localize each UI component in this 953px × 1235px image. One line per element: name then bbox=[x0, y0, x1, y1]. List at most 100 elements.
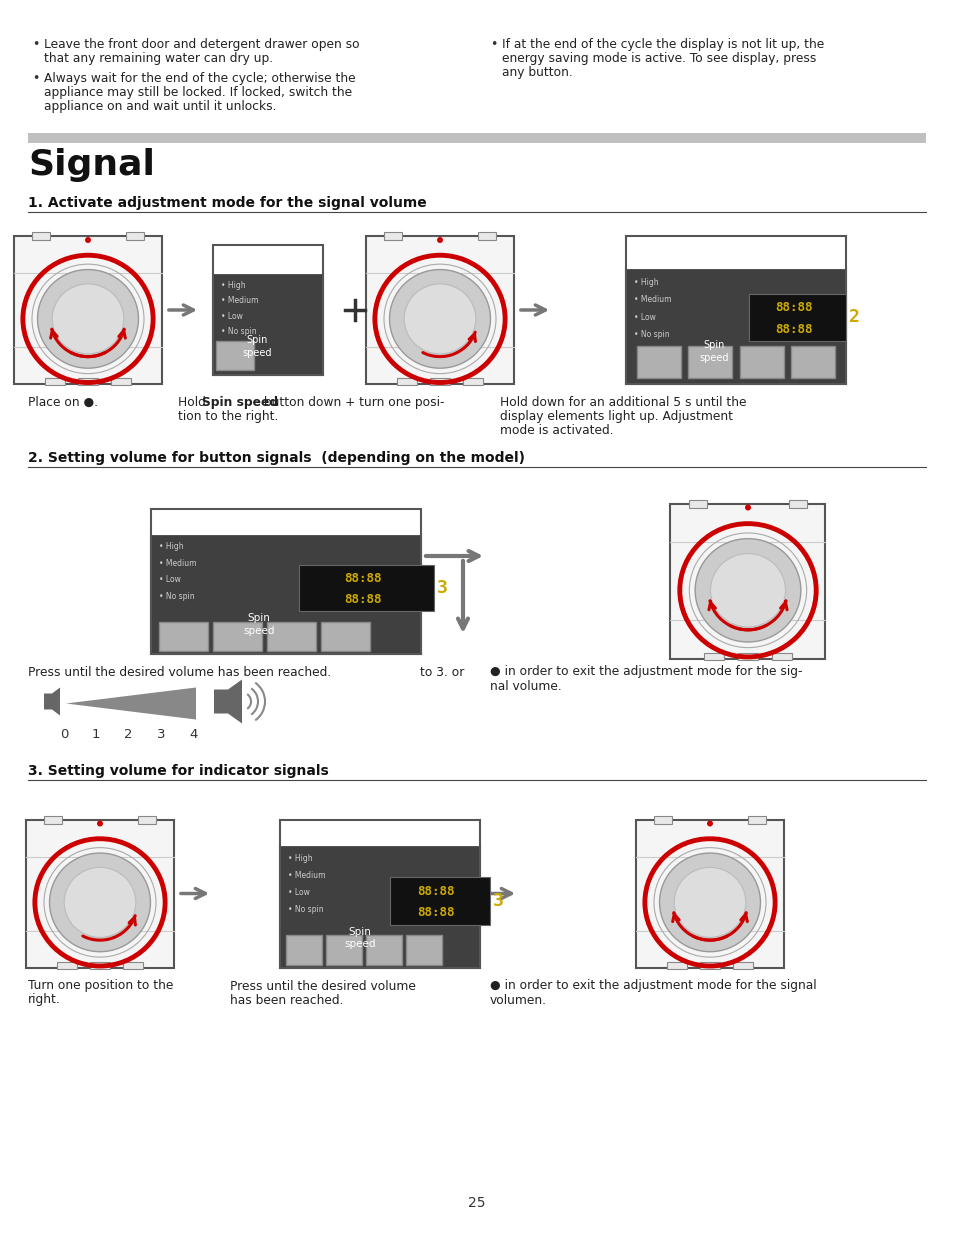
Text: • High: • High bbox=[288, 853, 313, 863]
Bar bbox=[703, 652, 723, 659]
Text: Hold: Hold bbox=[178, 396, 210, 409]
Text: Spin
speed: Spin speed bbox=[699, 340, 728, 363]
Ellipse shape bbox=[64, 867, 135, 937]
Text: 88:88: 88:88 bbox=[344, 573, 381, 585]
Bar bbox=[366, 236, 514, 384]
Bar bbox=[790, 346, 834, 378]
Text: Signal: Signal bbox=[28, 148, 154, 182]
Bar bbox=[738, 652, 758, 659]
Bar bbox=[740, 346, 783, 378]
Text: mode is activated.: mode is activated. bbox=[499, 424, 613, 437]
Text: Spin
speed: Spin speed bbox=[242, 335, 272, 358]
Bar bbox=[90, 962, 110, 968]
Text: • Medium: • Medium bbox=[159, 558, 196, 568]
Bar bbox=[477, 232, 496, 240]
Bar bbox=[151, 509, 420, 653]
Bar bbox=[406, 935, 441, 965]
Text: has been reached.: has been reached. bbox=[230, 993, 343, 1007]
Text: to 3. or: to 3. or bbox=[419, 666, 464, 678]
Ellipse shape bbox=[710, 553, 784, 627]
Text: 2. Setting volume for button signals  (depending on the model): 2. Setting volume for button signals (de… bbox=[28, 451, 524, 466]
Text: right.: right. bbox=[28, 993, 61, 1007]
Text: 0: 0 bbox=[60, 727, 68, 741]
Bar bbox=[636, 820, 783, 967]
Bar bbox=[159, 621, 208, 651]
Bar bbox=[57, 962, 77, 968]
Text: 2: 2 bbox=[124, 727, 132, 741]
Text: • Medium: • Medium bbox=[221, 296, 258, 305]
Text: • Low: • Low bbox=[159, 576, 181, 584]
Text: 1: 1 bbox=[91, 727, 100, 741]
Text: display elements light up. Adjustment: display elements light up. Adjustment bbox=[499, 410, 732, 424]
Bar bbox=[670, 504, 824, 658]
Bar bbox=[267, 621, 315, 651]
Bar bbox=[151, 535, 420, 653]
Text: Leave the front door and detergent drawer open so: Leave the front door and detergent drawe… bbox=[44, 38, 359, 51]
Text: If at the end of the cycle the display is not lit up, the: If at the end of the cycle the display i… bbox=[501, 38, 823, 51]
Text: 88:88: 88:88 bbox=[344, 593, 381, 606]
Text: 88:88: 88:88 bbox=[416, 885, 455, 898]
Text: 2: 2 bbox=[847, 309, 859, 326]
Text: 88:88: 88:88 bbox=[416, 906, 455, 919]
Text: 25: 25 bbox=[468, 1195, 485, 1210]
Bar bbox=[280, 820, 479, 967]
Bar bbox=[667, 962, 687, 968]
Bar bbox=[700, 962, 720, 968]
Text: • Medium: • Medium bbox=[288, 871, 325, 879]
Bar bbox=[747, 815, 765, 824]
Bar bbox=[299, 566, 434, 611]
Text: • Low: • Low bbox=[288, 888, 310, 897]
Bar bbox=[280, 846, 479, 967]
Text: • Medium: • Medium bbox=[634, 295, 671, 304]
Bar bbox=[126, 232, 144, 240]
Text: •: • bbox=[490, 38, 497, 51]
Text: • High: • High bbox=[634, 278, 658, 287]
Text: 88:88: 88:88 bbox=[774, 322, 812, 336]
Bar bbox=[78, 378, 98, 385]
Ellipse shape bbox=[37, 269, 138, 368]
Polygon shape bbox=[66, 688, 195, 720]
Text: Press until the desired volume has been reached.: Press until the desired volume has been … bbox=[28, 666, 331, 678]
Bar bbox=[748, 294, 845, 341]
Bar bbox=[653, 815, 671, 824]
Text: • High: • High bbox=[159, 542, 183, 551]
Text: Spin speed: Spin speed bbox=[202, 396, 278, 409]
Bar bbox=[44, 815, 62, 824]
Bar bbox=[430, 378, 450, 385]
Bar bbox=[28, 133, 925, 143]
Bar bbox=[732, 962, 752, 968]
Text: • Low: • Low bbox=[634, 312, 655, 321]
Text: • High: • High bbox=[221, 282, 245, 290]
Circle shape bbox=[85, 237, 91, 243]
Bar bbox=[383, 232, 401, 240]
Text: 3: 3 bbox=[436, 579, 448, 598]
Bar bbox=[689, 499, 707, 508]
Ellipse shape bbox=[389, 269, 490, 368]
Bar bbox=[788, 499, 805, 508]
Bar bbox=[280, 820, 479, 846]
Text: Spin
speed: Spin speed bbox=[344, 926, 375, 950]
Bar bbox=[687, 346, 731, 378]
Bar bbox=[397, 378, 417, 385]
Text: ● in order to exit the adjustment mode for the signal: ● in order to exit the adjustment mode f… bbox=[490, 979, 816, 993]
Ellipse shape bbox=[404, 284, 476, 354]
Text: • No spin: • No spin bbox=[221, 327, 256, 336]
Text: Always wait for the end of the cycle; otherwise the: Always wait for the end of the cycle; ot… bbox=[44, 72, 355, 85]
Bar bbox=[213, 245, 323, 274]
Bar bbox=[213, 245, 323, 375]
Text: appliance may still be locked. If locked, switch the: appliance may still be locked. If locked… bbox=[44, 86, 352, 99]
Bar bbox=[637, 346, 680, 378]
Bar bbox=[286, 935, 322, 965]
Bar bbox=[31, 232, 50, 240]
Ellipse shape bbox=[674, 867, 745, 937]
Bar bbox=[46, 378, 66, 385]
Bar bbox=[390, 877, 490, 925]
Text: Spin
speed: Spin speed bbox=[243, 614, 274, 636]
Bar bbox=[326, 935, 361, 965]
Text: •: • bbox=[32, 72, 39, 85]
Text: 3: 3 bbox=[492, 892, 503, 910]
Text: 4: 4 bbox=[190, 727, 198, 741]
Text: 3. Setting volume for indicator signals: 3. Setting volume for indicator signals bbox=[28, 763, 329, 778]
Bar bbox=[625, 236, 845, 268]
Text: 3: 3 bbox=[156, 727, 165, 741]
